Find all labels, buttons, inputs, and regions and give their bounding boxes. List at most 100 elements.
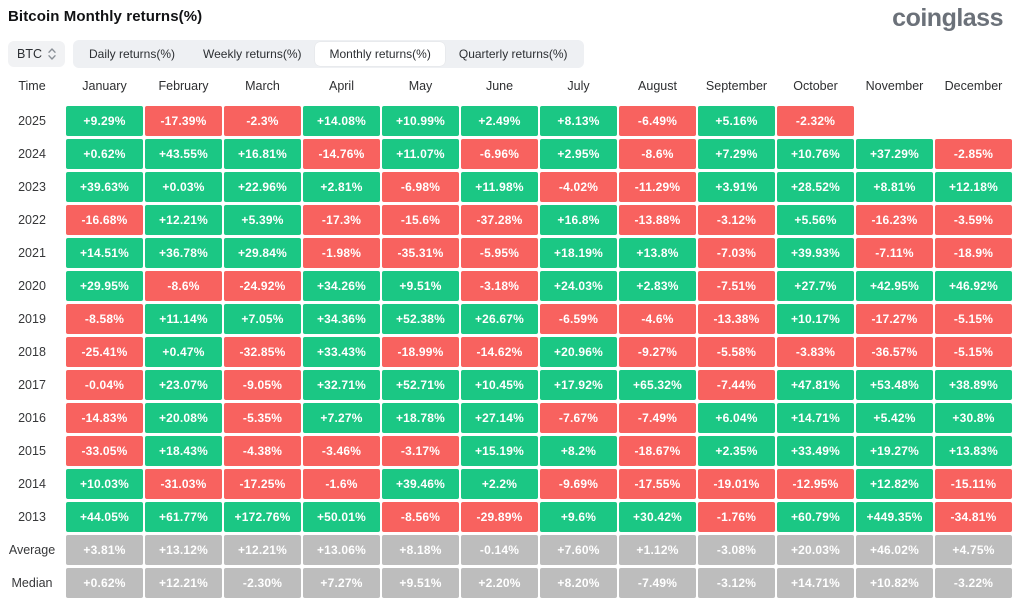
return-cell: +9.29% [66, 106, 143, 136]
return-cell: +7.29% [698, 139, 775, 169]
return-cell: +53.48% [856, 370, 933, 400]
return-cell: +52.71% [382, 370, 459, 400]
return-cell: +15.19% [461, 436, 538, 466]
column-header: October [793, 79, 838, 93]
return-cell: +12.21% [224, 535, 301, 565]
column-header: November [865, 79, 924, 93]
return-cell: +20.96% [540, 337, 617, 367]
return-cell: -16.23% [856, 205, 933, 235]
return-cell: -8.6% [145, 271, 222, 301]
tab-daily[interactable]: Daily returns(%) [89, 47, 176, 61]
return-cell: +8.18% [382, 535, 459, 565]
return-cell: -31.03% [145, 469, 222, 499]
return-cell: +52.38% [382, 304, 459, 334]
return-cell: -6.98% [382, 172, 459, 202]
return-cell: +16.81% [224, 139, 301, 169]
return-cell: +39.63% [66, 172, 143, 202]
return-cell: +39.46% [382, 469, 459, 499]
top-bar: Bitcoin Monthly returns(%) coinglass [0, 0, 1013, 34]
tab-weekly[interactable]: Weekly returns(%) [203, 47, 302, 61]
return-cell: -3.59% [935, 205, 1012, 235]
row-label: 2022 [18, 213, 46, 227]
return-cell: +11.98% [461, 172, 538, 202]
return-cell: -13.88% [619, 205, 696, 235]
return-cell: +60.79% [777, 502, 854, 532]
return-cell: +14.71% [777, 403, 854, 433]
return-cell: +28.52% [777, 172, 854, 202]
return-cell: +47.81% [777, 370, 854, 400]
symbol-selector[interactable]: BTC [8, 41, 65, 67]
return-cell: +9.51% [382, 271, 459, 301]
return-cell: +23.07% [145, 370, 222, 400]
return-cell: +29.84% [224, 238, 301, 268]
tab-monthly[interactable]: Monthly returns(%) [315, 42, 445, 66]
return-cell: -17.25% [224, 469, 301, 499]
return-cell: -3.83% [777, 337, 854, 367]
row-label: 2023 [18, 180, 46, 194]
return-cell: -7.03% [698, 238, 775, 268]
controls-bar: BTC Daily returns(%) Weekly returns(%) Mon… [8, 40, 1013, 68]
return-cell: -2.30% [224, 568, 301, 598]
return-cell: -2.3% [224, 106, 301, 136]
return-cell: +2.20% [461, 568, 538, 598]
row-label: 2018 [18, 345, 46, 359]
tab-quarterly[interactable]: Quarterly returns(%) [458, 47, 568, 61]
return-cell: +61.77% [145, 502, 222, 532]
return-cell: +36.78% [145, 238, 222, 268]
return-cell: +0.03% [145, 172, 222, 202]
return-cell [935, 106, 1012, 136]
return-cell: -1.98% [303, 238, 380, 268]
return-cell: -7.44% [698, 370, 775, 400]
return-cell: -2.85% [935, 139, 1012, 169]
return-cell: +12.82% [856, 469, 933, 499]
return-cell: +13.12% [145, 535, 222, 565]
return-cell: -7.49% [619, 403, 696, 433]
return-cell: +12.18% [935, 172, 1012, 202]
return-cell: +22.96% [224, 172, 301, 202]
return-cell: -17.3% [303, 205, 380, 235]
column-header: March [245, 79, 280, 93]
column-header: August [638, 79, 677, 93]
return-cell: +5.16% [698, 106, 775, 136]
return-cell: -14.83% [66, 403, 143, 433]
return-cell: -3.46% [303, 436, 380, 466]
row-label: Average [8, 543, 56, 557]
coinglass-logo: coinglass [892, 4, 1003, 32]
returns-table: Time January February March April May June July… [0, 73, 1013, 598]
row-label: 2017 [18, 378, 46, 392]
return-cell: +2.95% [540, 139, 617, 169]
return-cell: +2.83% [619, 271, 696, 301]
return-cell: +30.42% [619, 502, 696, 532]
return-cell: +30.8% [935, 403, 1012, 433]
return-cell: -6.49% [619, 106, 696, 136]
return-cell: +2.2% [461, 469, 538, 499]
column-header: May [408, 79, 433, 93]
row-label: Median [11, 576, 53, 590]
row-label: 2021 [18, 246, 46, 260]
return-cell: -5.58% [698, 337, 775, 367]
return-cell: -15.6% [382, 205, 459, 235]
return-cell: +33.43% [303, 337, 380, 367]
row-label: 2015 [18, 444, 46, 458]
symbol-label: BTC [17, 47, 42, 61]
return-cell: +8.2% [540, 436, 617, 466]
return-cell: -4.02% [540, 172, 617, 202]
return-cell: -29.89% [461, 502, 538, 532]
return-cell: +13.83% [935, 436, 1012, 466]
return-cell: -3.08% [698, 535, 775, 565]
return-cell: +65.32% [619, 370, 696, 400]
return-cell: +3.81% [66, 535, 143, 565]
sort-arrows-icon [48, 48, 56, 60]
return-cell: -12.95% [777, 469, 854, 499]
return-cell: +11.14% [145, 304, 222, 334]
return-cell: -25.41% [66, 337, 143, 367]
return-cell: +1.12% [619, 535, 696, 565]
return-cell: -4.38% [224, 436, 301, 466]
return-cell: -17.55% [619, 469, 696, 499]
return-cell: +2.49% [461, 106, 538, 136]
return-cell: -6.59% [540, 304, 617, 334]
return-cell: +13.06% [303, 535, 380, 565]
return-cell: +34.36% [303, 304, 380, 334]
column-header: December [944, 79, 1003, 93]
return-cell: -14.76% [303, 139, 380, 169]
